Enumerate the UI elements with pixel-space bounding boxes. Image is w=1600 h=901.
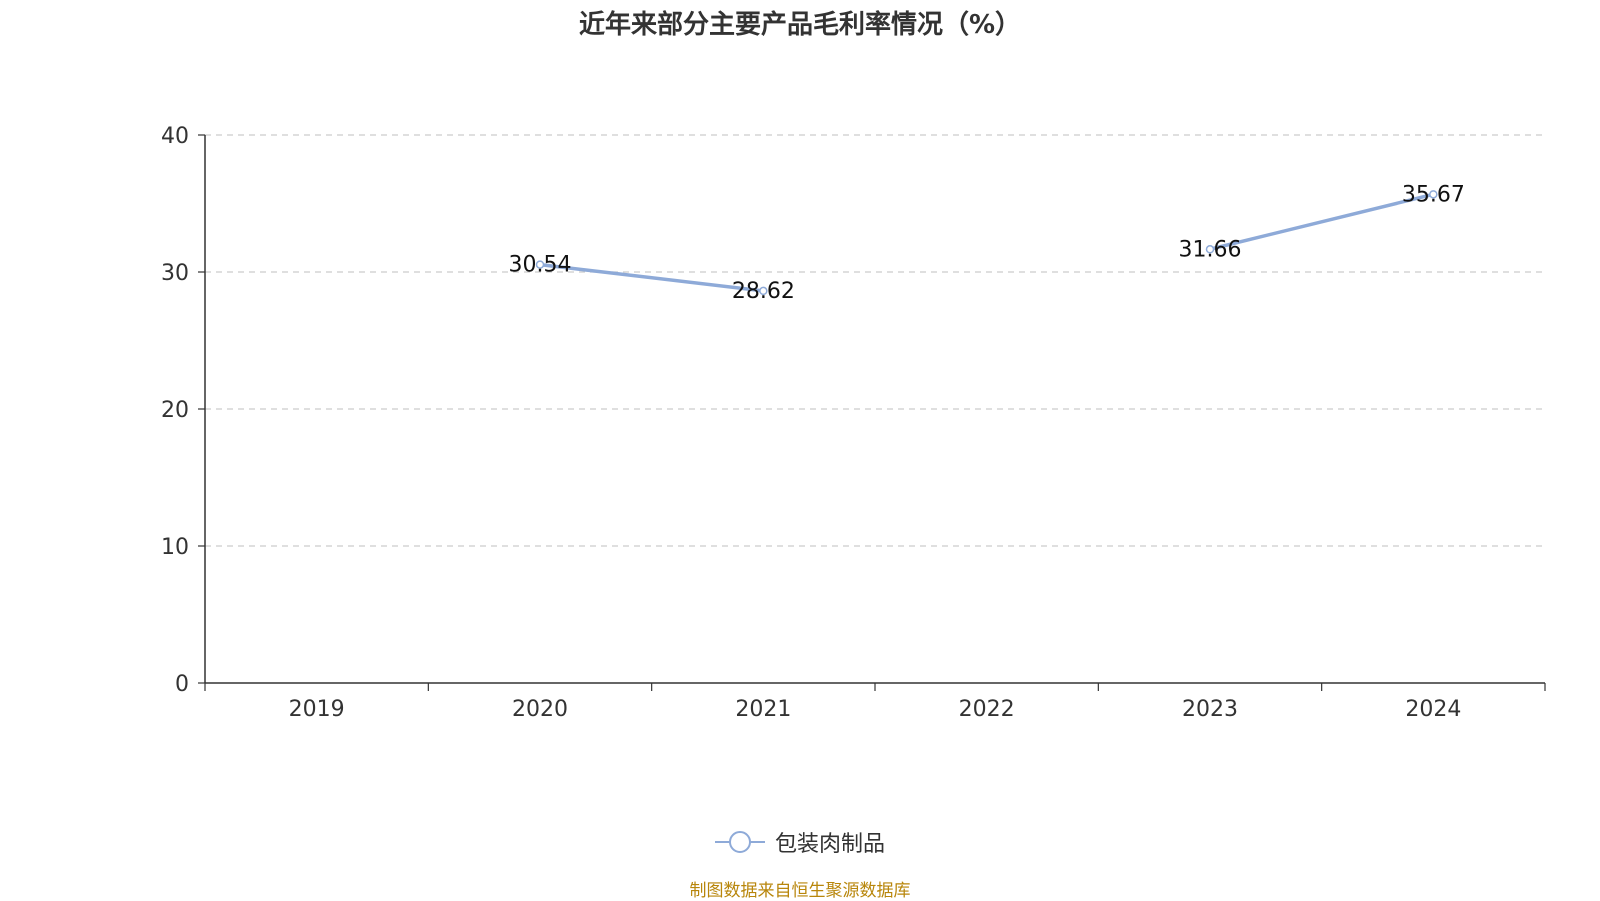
x-tick-label: 2020 (512, 697, 568, 722)
data-point (535, 260, 545, 269)
line-chart: 0 10 20 30 40 2019 2020 2021 2022 2023 2024 30.54 2… (161, 124, 1546, 722)
data-point (1205, 245, 1215, 254)
y-tick-label: 0 (175, 672, 189, 697)
x-tick-label: 2023 (1182, 697, 1238, 722)
legend[interactable]: 包装肉制品 (0, 826, 1600, 858)
data-label: 31.66 (1179, 237, 1242, 262)
y-tick-label: 40 (161, 124, 189, 149)
data-point (759, 286, 768, 296)
y-tick-label: 20 (161, 398, 189, 423)
label-layer: 30.54 28.62 31.66 35.67 (509, 182, 1465, 304)
x-tick-label: 2021 (735, 697, 791, 722)
axis-layer: 0 10 20 30 40 2019 2020 2021 2022 2023 2024 (161, 124, 1546, 722)
series-layer (535, 190, 1438, 296)
legend-label: 包装肉制品 (774, 832, 885, 857)
x-tick-label: 2022 (959, 697, 1015, 722)
y-tick-label: 30 (161, 261, 189, 286)
series-line (1209, 192, 1434, 251)
series-line (539, 262, 764, 293)
data-label: 30.54 (509, 253, 572, 278)
data-label: 35.67 (1402, 182, 1465, 207)
data-source: 制图数据来自恒生聚源数据库 (689, 881, 911, 901)
data-label: 28.62 (732, 279, 795, 304)
legend-line-circle-icon (714, 831, 765, 853)
x-tick-label: 2019 (289, 697, 345, 722)
y-tick-label: 10 (161, 535, 189, 560)
chart-title: 近年来部分主要产品毛利率情况（%） (578, 10, 1022, 40)
x-tick-label: 2024 (1405, 697, 1461, 722)
data-point (1429, 190, 1438, 199)
grid-layer (205, 134, 1545, 547)
